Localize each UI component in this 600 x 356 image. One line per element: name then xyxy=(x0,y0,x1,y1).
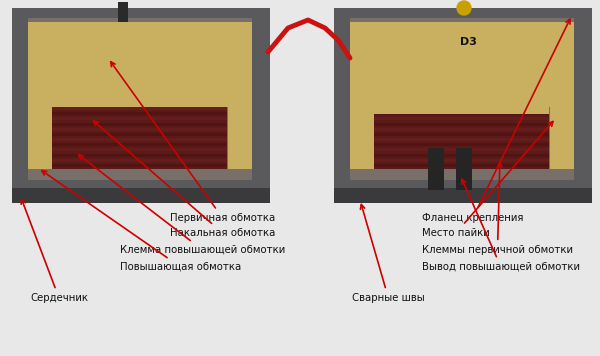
Text: Накальная обмотка: Накальная обмотка xyxy=(94,121,275,238)
Bar xyxy=(28,22,52,169)
Bar xyxy=(52,133,227,136)
Bar xyxy=(52,112,227,115)
Bar xyxy=(52,153,227,157)
Bar xyxy=(52,117,227,120)
Bar xyxy=(334,188,592,203)
Bar xyxy=(374,159,549,162)
Bar xyxy=(374,148,549,151)
Bar xyxy=(374,128,549,131)
Bar xyxy=(52,159,227,162)
Bar xyxy=(52,143,227,146)
Bar xyxy=(374,133,549,136)
Circle shape xyxy=(457,1,471,15)
Text: Повышающая обмотка: Повышающая обмотка xyxy=(42,171,241,272)
Bar xyxy=(52,128,227,131)
Text: Клемма повышающей обмотки: Клемма повышающей обмотки xyxy=(79,155,285,255)
Bar xyxy=(12,188,270,203)
Bar xyxy=(52,107,227,169)
Bar xyxy=(456,148,472,190)
Bar xyxy=(374,122,549,126)
Text: Фланец крепления: Фланец крепления xyxy=(422,19,570,223)
Bar xyxy=(374,143,549,146)
Bar xyxy=(334,8,592,203)
Bar xyxy=(52,107,227,110)
Text: Сварные швы: Сварные швы xyxy=(352,204,425,303)
Bar xyxy=(374,117,549,120)
Bar xyxy=(550,22,574,169)
Text: Первичная обмотка: Первичная обмотка xyxy=(111,62,275,223)
Bar xyxy=(374,138,549,141)
Text: Место пайки: Место пайки xyxy=(422,121,553,238)
Bar xyxy=(12,8,270,203)
Bar xyxy=(374,107,549,110)
Bar xyxy=(374,112,549,115)
Bar xyxy=(52,164,227,167)
Bar xyxy=(374,107,549,169)
Bar xyxy=(350,22,374,169)
Bar xyxy=(428,148,444,190)
Bar xyxy=(374,164,549,167)
Text: Сердечник: Сердечник xyxy=(21,199,88,303)
Bar xyxy=(52,122,227,126)
Bar xyxy=(28,18,252,180)
Bar xyxy=(350,18,574,180)
Text: D3: D3 xyxy=(460,37,476,47)
Bar xyxy=(52,148,227,151)
Bar xyxy=(38,22,242,107)
Bar xyxy=(52,138,227,141)
Bar xyxy=(118,2,128,22)
Bar xyxy=(228,22,252,169)
Bar xyxy=(374,153,549,157)
Text: Вывод повышающей обмотки: Вывод повышающей обмотки xyxy=(422,179,580,272)
Bar xyxy=(360,22,564,107)
Text: Клеммы первичной обмотки: Клеммы первичной обмотки xyxy=(422,163,573,255)
Bar xyxy=(374,104,549,114)
